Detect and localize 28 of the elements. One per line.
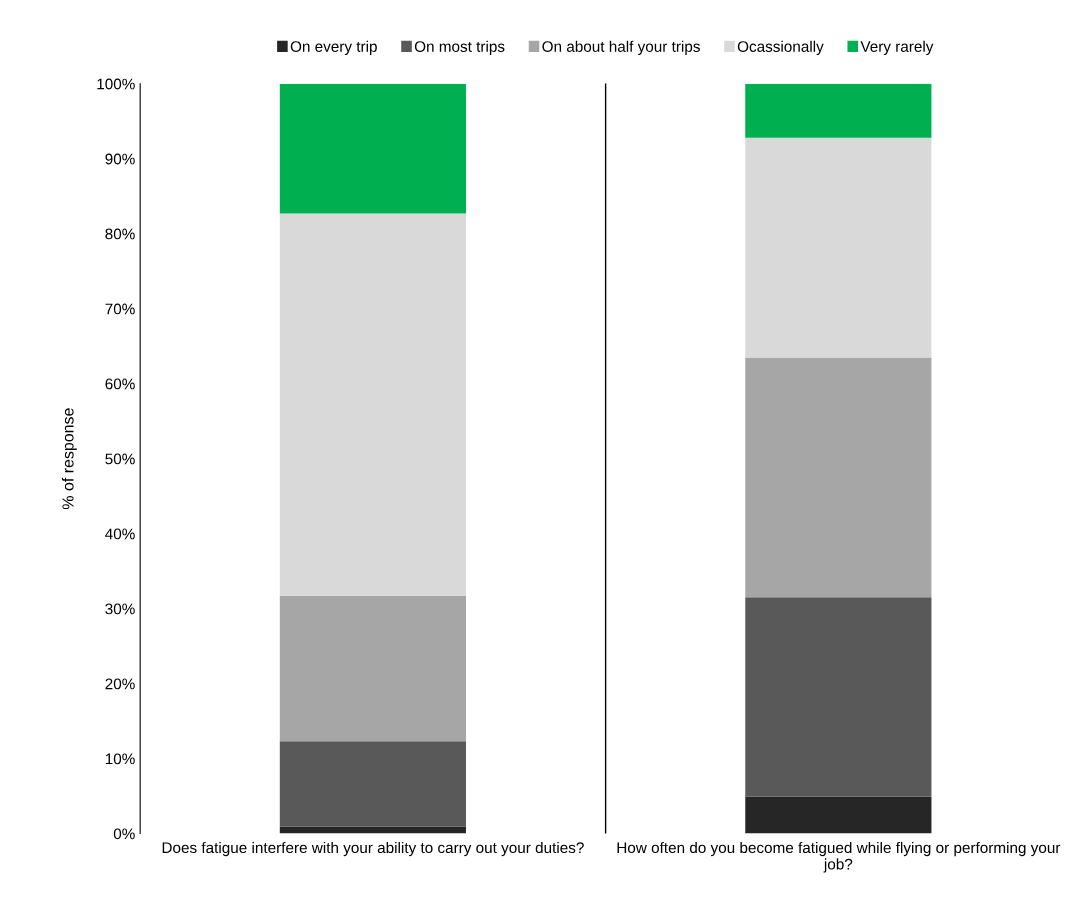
y-tick-label: 60% — [105, 378, 135, 390]
y-tick-label: 80% — [105, 228, 135, 240]
bar — [745, 796, 932, 834]
legend-label: Ocassionally — [737, 40, 824, 55]
bar — [279, 83, 466, 214]
y-tick-label: 70% — [105, 303, 135, 315]
y-tick-label: 0% — [113, 828, 135, 840]
y-tick-label: 30% — [105, 603, 135, 615]
bar — [279, 741, 466, 827]
y-tick-label: 20% — [105, 678, 135, 690]
y-tick-label: 90% — [105, 153, 135, 165]
y-tick-label: 50% — [105, 453, 135, 465]
y-axis-title: % of response — [61, 408, 77, 510]
legend-label: On every trip — [290, 40, 377, 55]
y-tick-label: 10% — [105, 753, 135, 765]
bar — [745, 83, 932, 138]
bar — [745, 597, 932, 797]
bar — [745, 137, 932, 358]
legend-label: On about half your trips — [542, 40, 700, 55]
x-tick-label: Does fatigue interfere with your ability to carry out your duties? — [162, 841, 584, 857]
legend-label: On most trips — [414, 40, 505, 55]
y-tick-label: 40% — [105, 528, 135, 540]
bar — [279, 595, 466, 742]
bar — [279, 213, 466, 596]
x-tick-label: How often do you become fatigued while flying or performing your job? — [617, 841, 1061, 873]
bar — [745, 357, 932, 598]
y-tick-label: 100% — [97, 78, 135, 90]
legend-label: Very rarely — [860, 40, 934, 55]
